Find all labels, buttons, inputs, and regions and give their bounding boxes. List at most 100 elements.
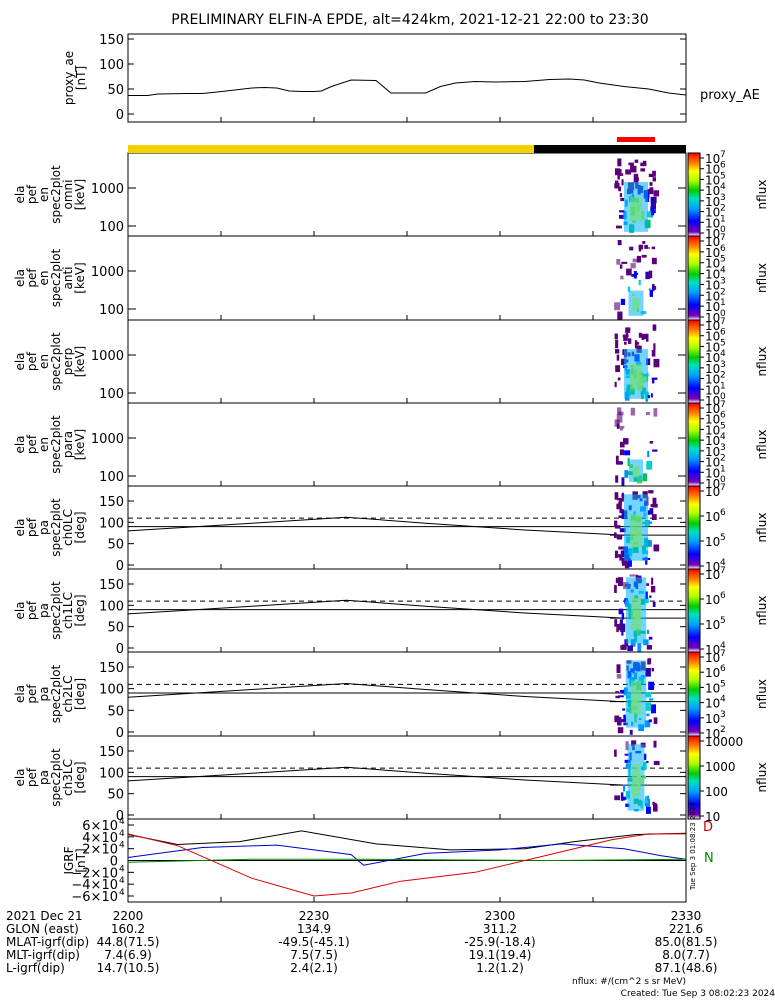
colorbar-tick-exponent-omni: 6 — [720, 161, 726, 171]
spectrogram-cell — [616, 183, 620, 188]
ytick-exponent-igrf: 4 — [119, 829, 125, 839]
xaxis-row-value: 2200 — [113, 909, 144, 923]
spectrogram-cell — [616, 534, 623, 540]
colorbar-perp — [687, 319, 701, 404]
spectrogram-cell — [650, 504, 654, 508]
spectrogram-cell — [644, 720, 651, 728]
ytick-exponent-igrf: 4 — [119, 864, 125, 874]
spectrogram-cell — [652, 324, 657, 331]
ytick-exponent-igrf: 4 — [119, 841, 125, 851]
ylabel-omni-line: pef — [25, 184, 39, 204]
colorbar-ch1LC — [687, 568, 701, 653]
colorbar-tick-exponent-perp: 2 — [720, 371, 726, 381]
colorbar-tick-exponent-omni: 0 — [720, 225, 726, 235]
ylabel-para-line: spec2plot — [49, 415, 63, 474]
panel-frame-anti — [127, 235, 687, 321]
colorbar-tick-label-ch0LC: 10 — [705, 485, 720, 499]
spectrogram-cell — [618, 608, 624, 615]
spectrogram-cell — [638, 247, 642, 252]
x-axis-annotation: 2021 Dec 21 2200 2230 2300 2330 GLON (east) 16… — [6, 909, 717, 975]
colorbar-ch2LC — [687, 651, 701, 737]
spectrogram-cell — [647, 510, 650, 515]
ylabel-perp-line: perp — [61, 348, 75, 376]
spectrogram-cell — [614, 419, 620, 427]
colorbar-tick-exponent-ch2LC: 7 — [720, 649, 726, 659]
ytick-label-igrf: 2×10 — [82, 843, 118, 858]
spectrogram-cell — [653, 358, 660, 368]
colorbar-tick-exponent-omni: 1 — [720, 214, 726, 224]
spectrogram-cell — [615, 691, 620, 694]
spectrogram-cell — [651, 704, 656, 714]
ytick-label-igrf: −2×10 — [71, 866, 118, 881]
spectrogram-cell — [619, 449, 624, 456]
colorbar-tick-exponent-para: 3 — [720, 443, 726, 453]
loss-cone-curve — [127, 682, 625, 703]
ylabel-ch2LC-line: ela — [13, 685, 27, 703]
spectrogram-cell — [619, 619, 623, 625]
ylabel-ch0LC-line: [deg] — [73, 512, 87, 544]
spectrogram-cell — [647, 450, 650, 458]
spectrogram-cell — [629, 574, 636, 577]
colorbar-tick-exponent-omni: 2 — [720, 204, 726, 214]
spectrogram-cell — [646, 412, 650, 416]
spectrogram-cell — [627, 457, 630, 466]
xaxis-row-value: 134.9 — [297, 922, 331, 936]
spectrogram-cell — [619, 425, 625, 429]
colorbar-tick-exponent-omni: 5 — [720, 171, 726, 181]
spectrogram-cell — [617, 498, 620, 501]
colorbar-tick-label-ch3LC: 100 — [705, 785, 728, 799]
spectrogram-cell — [624, 450, 631, 456]
spectrogram-cell — [632, 258, 638, 263]
ylabel-ch3LC-line: ch3LC — [61, 759, 75, 796]
colorbar-tick-label-ch3LC: 10 — [705, 810, 720, 824]
spectrogram-cell — [624, 341, 627, 345]
spectrogram-cell — [615, 365, 620, 373]
colorbar-tick-label-ch2LC: 10 — [705, 666, 720, 680]
colorbar-tick-label-anti: 10 — [705, 311, 720, 325]
ytick-exponent-igrf: 4 — [119, 876, 125, 886]
igrf-legend-D: D — [703, 820, 713, 835]
spectrogram-cell — [637, 643, 642, 653]
ylabel-ch3LC-line: spec2plot — [49, 748, 63, 807]
xaxis-row-label: 2021 Dec 21 — [6, 909, 83, 923]
loss-cone-curve — [127, 599, 625, 619]
spectrogram-cell — [652, 449, 658, 452]
spectrogram-cell — [645, 591, 648, 599]
colorbar-tick-label-ch2LC: 10 — [705, 651, 720, 665]
colorbar-tick-label-perp: 10 — [705, 362, 720, 376]
colorbar-tick-label-ch1LC: 10 — [705, 593, 720, 607]
spectrogram-cell — [614, 749, 617, 757]
ytick-label-ch0LC: 0 — [116, 559, 124, 574]
colorbar-tick-label-perp: 10 — [705, 373, 720, 387]
ylabel-ch2LC-line: [deg] — [73, 678, 87, 710]
spectrogram-cell — [640, 162, 645, 167]
spectrogram-cell — [614, 715, 620, 723]
created-note: Created: Tue Sep 3 08:02:23 2024 — [621, 989, 775, 999]
spectrogram-cell — [630, 165, 637, 173]
ylabel-ch2LC-line: pef — [25, 684, 39, 704]
colorbar-tick-label-para: 10 — [705, 434, 720, 448]
colorbar-tick-exponent-ch1LC: 6 — [720, 591, 726, 601]
ylabel-ch3LC-line: pef — [25, 767, 39, 787]
spectrogram-cell — [651, 377, 658, 380]
ytick-label-proxy_ae: 100 — [99, 58, 124, 73]
colorbar-tick-exponent-ch1LC: 4 — [720, 641, 726, 651]
spectrogram-cell — [614, 333, 618, 339]
colorbar-para — [687, 402, 701, 487]
colorbar-ch0LC — [687, 485, 701, 570]
spectrogram-cell — [624, 753, 629, 756]
spectrogram-cell — [649, 595, 652, 598]
spectrogram-cell — [617, 172, 620, 180]
colorbar-tick-exponent-para: 6 — [720, 411, 726, 421]
ylabel-omni-line: spec2plot — [49, 165, 63, 224]
colorbar-tick-exponent-perp: 3 — [720, 360, 726, 370]
spectrogram-core-peak — [630, 597, 642, 631]
spectrogram-cell — [619, 508, 624, 514]
spectrogram-cell — [653, 190, 660, 197]
spectrogram-cell — [619, 210, 625, 213]
spectrogram-cell — [621, 690, 625, 694]
ylabel-ch3LC-line: ela — [13, 768, 27, 786]
spectrogram-cell — [629, 729, 633, 735]
spectrogram-cell — [621, 358, 626, 363]
